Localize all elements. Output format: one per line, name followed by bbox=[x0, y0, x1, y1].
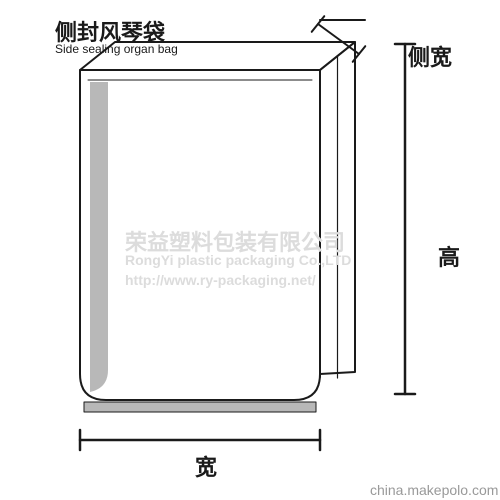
label-side-width: 侧宽 bbox=[408, 40, 452, 72]
label-height: 高 bbox=[438, 240, 460, 272]
watermark-url: http://www.ry-packaging.net/ bbox=[125, 272, 316, 288]
watermark-en: RongYi plastic packaging Co.,LTD bbox=[125, 252, 351, 268]
footer-credit: china.makepolo.com bbox=[370, 482, 498, 498]
label-width: 宽 bbox=[195, 450, 217, 482]
